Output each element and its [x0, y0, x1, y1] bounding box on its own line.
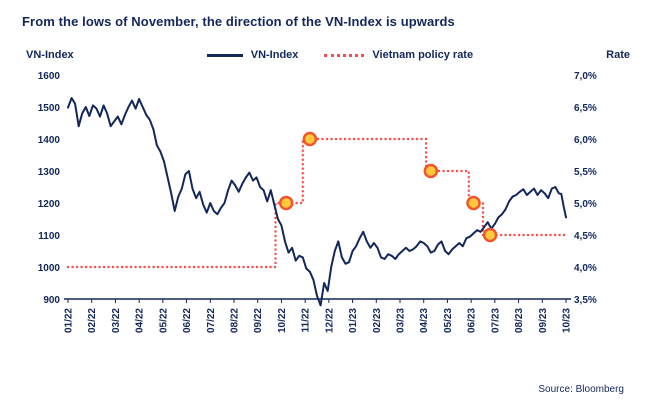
- rate-change-marker: [423, 163, 439, 179]
- x-tick-label: 09/23: [538, 308, 549, 333]
- y-tick-label-right: 6,0%: [574, 135, 597, 146]
- source-text: Source: Bloomberg: [538, 384, 624, 395]
- rate-change-marker: [302, 131, 318, 147]
- y-tick-label-left: 1500: [38, 103, 61, 114]
- legend-label-policy-rate: Vietnam policy rate: [372, 49, 474, 61]
- y-tick-label-right: 5,5%: [574, 167, 597, 178]
- rate-change-marker: [466, 195, 481, 211]
- y-tick-label-right: 5,0%: [574, 199, 597, 210]
- x-tick-label: 04/22: [135, 308, 146, 333]
- plot-area: 1600 1500 1400 1300 1200 1100 1000 900 7,0% 6,5% 6…: [38, 71, 597, 333]
- y-tick-label-left: 1400: [38, 135, 61, 146]
- x-tick-label: 08/23: [514, 308, 525, 333]
- right-axis-title: Rate: [606, 49, 630, 61]
- y-tick-label-right: 3,5%: [574, 295, 597, 306]
- chart-title: From the lows of November, the direction…: [22, 14, 455, 29]
- x-tick-label: 03/23: [396, 308, 407, 333]
- x-tick-label: 06/22: [182, 308, 193, 333]
- rate-change-marker: [482, 227, 498, 243]
- x-tick-label: 02/23: [372, 308, 383, 333]
- x-tick-label: 10/22: [277, 308, 288, 333]
- chart-header-row: VN-Index VN-Index Vietnam policy rate Ra…: [0, 49, 652, 61]
- x-tick-label: 05/23: [443, 308, 454, 333]
- legend: VN-Index Vietnam policy rate: [206, 49, 473, 61]
- rate-change-marker: [278, 195, 294, 211]
- y-tick-label-right: 4,5%: [574, 231, 597, 242]
- x-tick-label: 09/22: [253, 308, 264, 333]
- x-tick-label: 05/22: [158, 308, 169, 333]
- x-tick-label: 11/22: [301, 308, 312, 333]
- y-tick-label-right: 4,0%: [574, 263, 597, 274]
- y-tick-label-right: 6,5%: [574, 103, 597, 114]
- y-tick-label-left: 1000: [38, 263, 61, 274]
- legend-item-policy-rate: Vietnam policy rate: [324, 49, 473, 61]
- x-tick-label: 06/23: [467, 308, 478, 333]
- left-axis-title: VN-Index: [26, 49, 74, 61]
- vn-index-line: [67, 97, 567, 307]
- y-tick-label-left: 900: [43, 295, 60, 306]
- x-tick-label: 03/22: [111, 308, 122, 333]
- y-tick-label-left: 1200: [38, 199, 61, 210]
- vn-index-line-swatch: [206, 53, 243, 57]
- x-tick-label: 12/22: [324, 308, 335, 333]
- legend-label-vn-index: VN-Index: [250, 49, 299, 61]
- legend-item-vn-index: VN-Index: [206, 49, 299, 61]
- x-tick-label: 07/23: [490, 308, 501, 333]
- x-tick-label: 07/22: [206, 308, 217, 333]
- y-tick-label-left: 1100: [38, 231, 60, 242]
- y-tick-label-left: 1600: [38, 71, 61, 82]
- x-tick-label: 01/23: [348, 308, 359, 333]
- policy-rate-line: [66, 137, 568, 269]
- y-tick-label-right: 7,0%: [574, 71, 597, 82]
- policy-rate-line-swatch: [324, 53, 365, 57]
- x-tick-label: 01/22: [64, 308, 75, 333]
- x-tick-label: 02/22: [87, 308, 98, 333]
- x-tick-label: 04/23: [419, 308, 430, 333]
- y-tick-label-left: 1300: [38, 167, 61, 178]
- x-tick-label: 08/22: [230, 308, 241, 333]
- x-tick-label: 10/23: [562, 308, 573, 333]
